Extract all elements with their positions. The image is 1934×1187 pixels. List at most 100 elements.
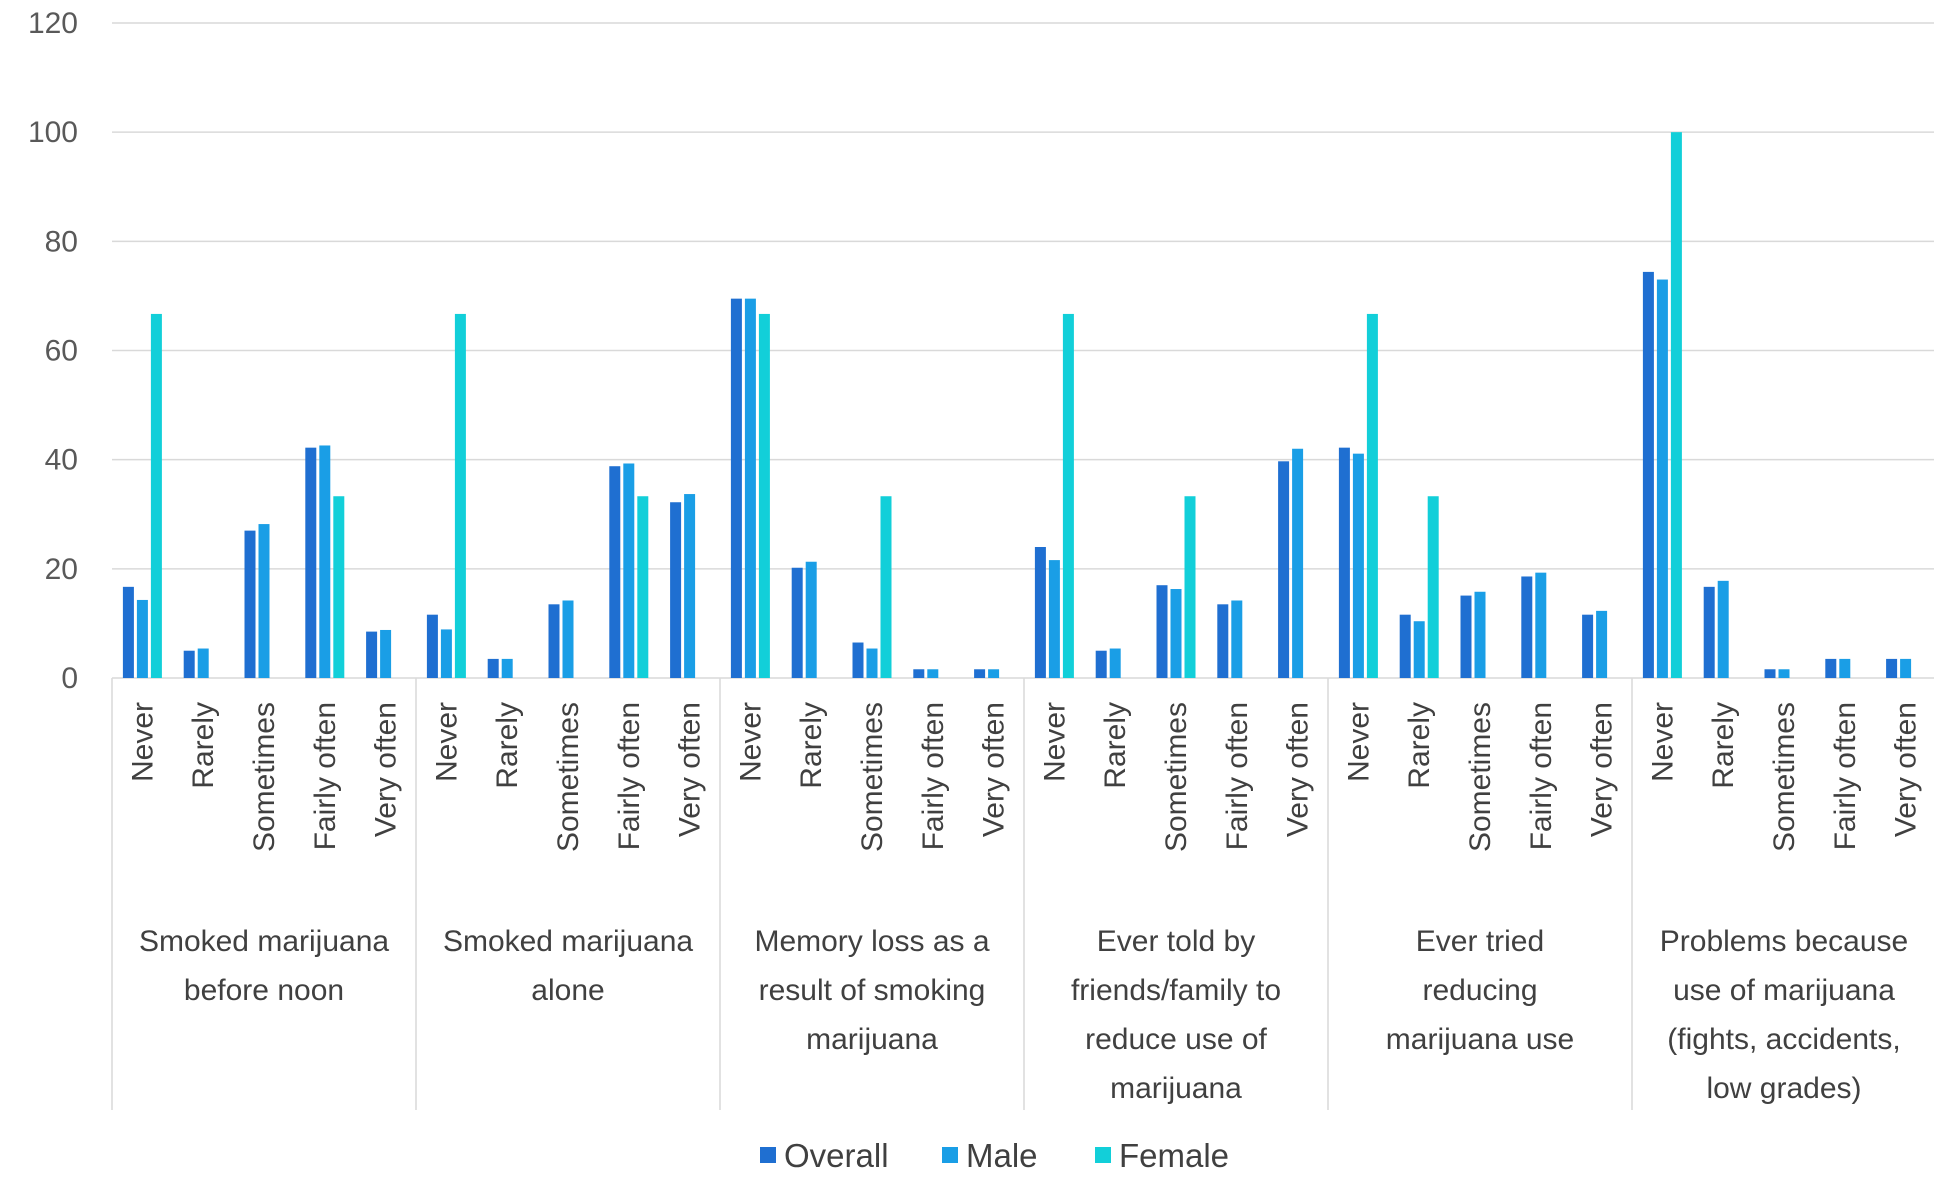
group-label: Ever tried — [1416, 925, 1544, 958]
x-tick-label: Sometimes — [1768, 702, 1801, 852]
bar-male — [1109, 648, 1121, 678]
bar-female — [454, 313, 466, 678]
bar-male — [319, 445, 331, 678]
x-tick-label: Sometimes — [248, 702, 281, 852]
y-tick-label: 120 — [28, 7, 78, 40]
x-tick-label: Rarely — [1707, 702, 1740, 789]
bar-overall — [1399, 614, 1411, 678]
bar-male — [562, 600, 574, 678]
bar-male — [1900, 658, 1912, 678]
bar-overall — [1217, 604, 1229, 678]
bar-male — [623, 463, 635, 678]
x-tick-label: Fairly often — [309, 702, 342, 850]
bar-overall — [1278, 461, 1290, 678]
y-tick-label: 40 — [45, 444, 78, 477]
x-tick-label: Rarely — [1099, 702, 1132, 789]
bar-male — [136, 599, 148, 678]
legend-swatch-male — [942, 1147, 958, 1163]
bar-overall — [1886, 658, 1898, 678]
gridlines — [112, 22, 1934, 679]
y-tick-label: 0 — [61, 662, 78, 695]
bar-male — [1474, 591, 1486, 678]
group-label: marijuana use — [1386, 1023, 1574, 1056]
x-axis: Never Rarely Sometimes Fairly often Very oft… — [111, 678, 1923, 1110]
legend: Overall Male Female — [760, 1137, 1229, 1174]
bar-male — [258, 524, 270, 678]
group-label: Smoked marijuana — [443, 925, 693, 958]
y-axis-tick-labels: 0 20 40 60 80 100 120 — [28, 7, 78, 695]
bar-overall — [305, 447, 317, 678]
x-tick-label: Never — [1646, 702, 1679, 782]
bar-overall — [913, 669, 925, 678]
bar-male — [1839, 658, 1851, 678]
group-label: marijuana — [1110, 1072, 1242, 1105]
x-tick-label: Very often — [1890, 702, 1923, 837]
y-tick-label: 20 — [45, 553, 78, 586]
x-tick-label: Never — [126, 702, 159, 782]
group-label: result of smoking — [759, 974, 986, 1007]
bar-male — [988, 669, 1000, 678]
x-tick-label: Never — [1038, 702, 1071, 782]
bar-overall — [366, 631, 378, 678]
bar-female — [758, 313, 770, 678]
bar-overall — [548, 604, 560, 678]
legend-swatch-overall — [760, 1147, 776, 1163]
bar-male — [1048, 560, 1060, 678]
bar-overall — [1034, 547, 1046, 678]
y-tick-label: 80 — [45, 225, 78, 258]
bar-overall — [1825, 658, 1837, 678]
group-label: friends/family to — [1071, 974, 1281, 1007]
x-tick-label: Very often — [1586, 702, 1619, 837]
bar-overall — [791, 567, 803, 678]
bar-male — [1413, 621, 1425, 678]
bar-overall — [852, 642, 864, 678]
x-tick-label: Never — [734, 702, 767, 782]
group-label: alone — [531, 974, 604, 1007]
x-tick-label: Never — [430, 702, 463, 782]
legend-label-female: Female — [1119, 1137, 1229, 1174]
bar-male — [1778, 669, 1790, 678]
bar-female — [1184, 496, 1196, 678]
x-tick-label: Fairly often — [1221, 702, 1254, 850]
x-tick-label: Very often — [370, 702, 403, 837]
bar-overall — [1764, 669, 1776, 678]
group-label: Memory loss as a — [754, 925, 989, 958]
bar-male — [440, 629, 452, 678]
y-tick-label: 100 — [28, 116, 78, 149]
group-label: use of marijuana — [1673, 974, 1895, 1007]
bar-male — [1231, 600, 1243, 678]
group-label: low grades) — [1706, 1072, 1861, 1105]
bar-male — [501, 658, 513, 678]
bar-female — [333, 496, 345, 678]
bar-overall — [183, 650, 195, 678]
bar-female — [150, 313, 162, 678]
bar-female — [637, 496, 649, 678]
group-label: Smoked marijuana — [139, 925, 389, 958]
bar-male — [1352, 453, 1364, 678]
bar-male — [866, 648, 878, 678]
x-tick-label: Rarely — [795, 702, 828, 789]
bar-male — [197, 648, 209, 678]
group-label: marijuana — [806, 1023, 938, 1056]
bar-overall — [244, 530, 256, 678]
bar-overall — [1582, 614, 1594, 678]
bar-female — [1366, 313, 1378, 678]
bar-overall — [426, 614, 438, 678]
bar-male — [1717, 580, 1729, 678]
group-label: Problems because — [1660, 925, 1908, 958]
x-tick-label: Sometimes — [1464, 702, 1497, 852]
x-tick-label: Sometimes — [1160, 702, 1193, 852]
bar-overall — [1460, 595, 1472, 678]
x-tick-label: Rarely — [1403, 702, 1436, 789]
x-tick-label: Fairly often — [613, 702, 646, 850]
group-label: (fights, accidents, — [1667, 1023, 1900, 1056]
group-label: reduce use of — [1085, 1023, 1267, 1056]
bar-overall — [609, 466, 621, 678]
y-tick-label: 60 — [45, 335, 78, 368]
x-tick-label: Never — [1342, 702, 1375, 782]
bar-overall — [122, 586, 134, 678]
bar-female — [1062, 313, 1074, 678]
bar-male — [805, 561, 817, 678]
bar-male — [1656, 279, 1668, 678]
